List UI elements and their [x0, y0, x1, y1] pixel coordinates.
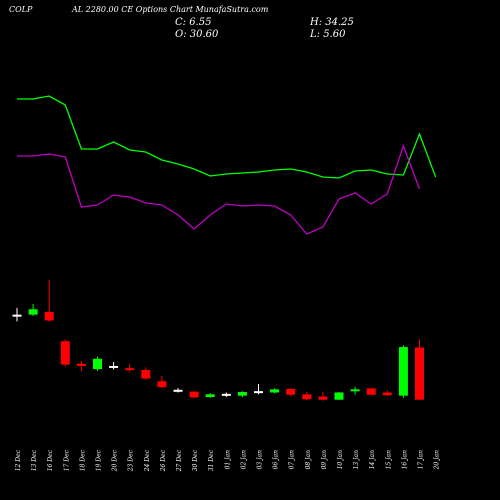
high-value: H: 34.25	[310, 17, 354, 28]
x-tick-label: 23 Dec	[128, 449, 135, 472]
close-value: C: 6.55	[175, 17, 212, 28]
x-tick-label: 20 Dec	[112, 449, 119, 472]
x-tick-label: 31 Dec	[208, 449, 215, 471]
candle-body	[28, 309, 38, 315]
x-tick-label: 03 Jan	[257, 450, 264, 470]
candle-body	[366, 388, 376, 395]
x-tick-label: 24 Dec	[144, 449, 151, 472]
x-tick-label: 02 Jan	[240, 450, 247, 470]
candle-body	[205, 394, 215, 397]
chart-title: AL 2280.00 CE Options Chart MunafaSutra.…	[72, 5, 269, 14]
x-tick-label: 06 Jan	[273, 450, 280, 470]
candle-body	[302, 394, 312, 400]
x-tick-label: 17 Dec	[63, 449, 70, 471]
x-tick-label: 18 Dec	[79, 449, 86, 471]
candle-body	[334, 392, 344, 400]
candle-body	[398, 347, 408, 396]
upper-band-line	[17, 95, 437, 179]
x-tick-label: 17 Jan	[418, 450, 425, 470]
x-tick-label: 09 Jan	[321, 450, 328, 470]
open-value: O: 30.60	[175, 29, 219, 40]
candle-body	[237, 392, 247, 396]
x-tick-label: 19 Dec	[96, 449, 103, 471]
low-value: L: 5.60	[310, 29, 346, 40]
x-tick-label: 13 Dec	[31, 449, 38, 471]
candle-body	[318, 396, 328, 400]
x-tick-label: 12 Dec	[15, 449, 22, 471]
candle-body	[44, 311, 54, 321]
x-tick-label: 27 Dec	[176, 449, 183, 472]
x-tick-label: 08 Jan	[305, 450, 312, 470]
x-tick-label: 16 Jan	[401, 450, 408, 470]
candle-body	[93, 358, 102, 370]
candle-body	[12, 314, 22, 317]
x-tick-label: 20 Jan	[434, 450, 441, 471]
candle-body	[286, 388, 296, 395]
candle-body	[125, 368, 135, 371]
candle-body	[173, 389, 183, 392]
candle-body	[189, 391, 199, 398]
x-tick-label: 01 Jan	[224, 450, 231, 470]
x-tick-label: 13 Jan	[353, 450, 360, 470]
x-tick-label: 30 Dec	[192, 449, 199, 471]
x-tick-label: 07 Jan	[289, 450, 296, 470]
x-tick-label: 10 Jan	[337, 450, 344, 470]
candle-body	[415, 347, 424, 400]
candle-body	[109, 365, 119, 368]
candle-body	[221, 393, 231, 396]
x-tick-label: 14 Jan	[369, 450, 376, 470]
candle-body	[382, 392, 392, 396]
candle-body	[60, 341, 70, 365]
ticker-label: COLP	[9, 5, 33, 14]
candle-body	[270, 389, 280, 393]
candle-body	[76, 363, 86, 366]
candle-body	[254, 391, 263, 394]
candle-body	[141, 370, 151, 379]
x-tick-label: 15 Jan	[385, 450, 392, 470]
candle-body	[350, 389, 360, 392]
x-tick-label: 16 Dec	[47, 449, 54, 471]
candle-body	[157, 381, 167, 388]
lower-band-line	[17, 144, 421, 235]
x-tick-label: 26 Dec	[160, 449, 167, 472]
